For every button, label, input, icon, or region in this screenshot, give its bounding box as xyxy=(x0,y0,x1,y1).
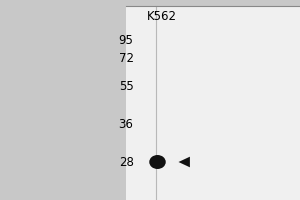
Text: K562: K562 xyxy=(147,10,177,23)
Text: 55: 55 xyxy=(119,80,134,92)
Polygon shape xyxy=(178,157,190,167)
Ellipse shape xyxy=(149,155,166,169)
Bar xyxy=(126,6,300,200)
Text: 95: 95 xyxy=(118,33,134,46)
Text: 36: 36 xyxy=(118,117,134,130)
Text: 28: 28 xyxy=(118,156,134,168)
Text: 72: 72 xyxy=(118,51,134,64)
